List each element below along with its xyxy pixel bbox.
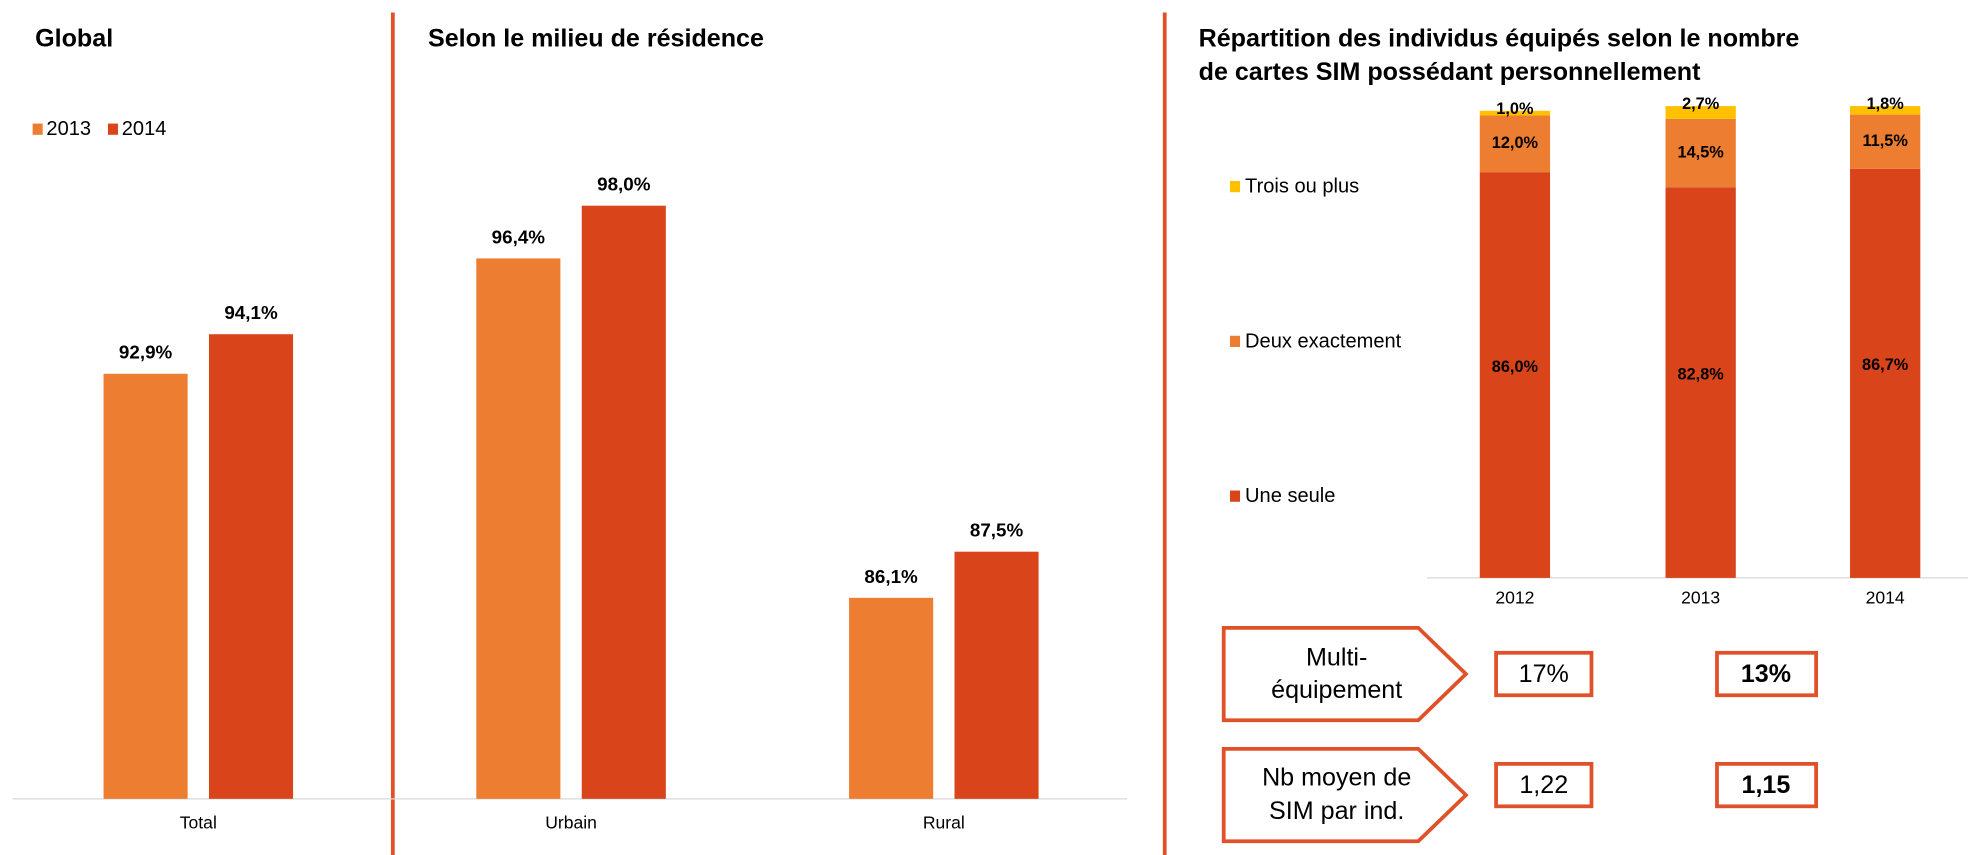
- bar: [476, 258, 561, 799]
- data-label: 94,1%: [224, 302, 278, 323]
- chart-title: de cartes SIM possédant personnellement: [1199, 58, 1702, 86]
- data-label: 86,7%: [1862, 356, 1909, 374]
- bar-segment: [1850, 106, 1921, 115]
- label-box: [1221, 747, 1469, 844]
- row-label: équipement: [1271, 676, 1402, 704]
- legend-swatch: [1230, 180, 1241, 193]
- data-label: 12,0%: [1492, 134, 1539, 152]
- legend-swatch: [1230, 490, 1241, 502]
- x-tick-label: 2013: [1681, 588, 1720, 608]
- bar: [954, 551, 1039, 799]
- chart-title: Global: [35, 25, 113, 53]
- legend-label: Une seule: [1245, 485, 1335, 507]
- value-box: [1494, 762, 1594, 809]
- x-tick-label: 2012: [1495, 588, 1534, 608]
- data-label: 11,5%: [1862, 132, 1908, 150]
- row-label: SIM par ind.: [1269, 797, 1404, 825]
- bar-segment: [1479, 172, 1551, 578]
- bar-segment: [1850, 114, 1921, 169]
- data-label: 1,0%: [1496, 100, 1534, 118]
- value-box: [1715, 762, 1819, 809]
- data-label: 2,7%: [1682, 95, 1720, 113]
- x-tick-label: 2014: [1866, 588, 1905, 608]
- legend-label: 2014: [122, 118, 167, 140]
- legend-swatch: [107, 123, 118, 135]
- x-tick-label: Urbain: [545, 812, 597, 832]
- summary-boxes: [1221, 625, 1819, 844]
- data-label: 82,8%: [1678, 365, 1725, 383]
- data-label: 1,8%: [1867, 95, 1905, 113]
- bar: [208, 334, 294, 799]
- bar-segment: [1850, 168, 1921, 578]
- label-box: [1221, 625, 1469, 723]
- legend-swatch: [1230, 335, 1241, 347]
- data-label: 14,5%: [1678, 143, 1725, 161]
- data-label: 98,0%: [597, 174, 651, 195]
- row-label: Multi-: [1306, 644, 1367, 672]
- x-tick-label: Total: [180, 812, 217, 832]
- cell: 1,15: [1742, 771, 1791, 799]
- bar: [849, 597, 934, 799]
- bar-segment: [1479, 115, 1551, 173]
- bar: [581, 205, 666, 799]
- data-label: 86,1%: [864, 566, 918, 587]
- x-tick-label: Rural: [923, 812, 965, 832]
- legend-label: 2013: [46, 118, 91, 140]
- bar: [103, 373, 188, 799]
- value-box: [1494, 650, 1594, 698]
- legend-swatch: [32, 123, 43, 135]
- row-label: Nb moyen de: [1262, 764, 1411, 792]
- chart-title: Répartition des individus équipés selon …: [1199, 25, 1800, 53]
- data-label: 92,9%: [119, 342, 173, 363]
- bar-segment: [1665, 187, 1736, 578]
- legend-label: Trois ou plus: [1245, 176, 1359, 198]
- cell: 1,22: [1519, 771, 1568, 799]
- cell: 13%: [1741, 660, 1791, 688]
- legend-label: Deux exactement: [1245, 330, 1402, 352]
- data-label: 86,0%: [1492, 358, 1539, 376]
- data-label: 87,5%: [970, 520, 1024, 541]
- bar-segment: [1665, 106, 1736, 119]
- bar-segment: [1479, 110, 1551, 116]
- data-label: 96,4%: [492, 226, 546, 247]
- bar-segment: [1665, 118, 1736, 188]
- cell: 17%: [1519, 660, 1569, 688]
- value-box: [1715, 650, 1819, 698]
- chart-title: Selon le milieu de résidence: [428, 25, 764, 53]
